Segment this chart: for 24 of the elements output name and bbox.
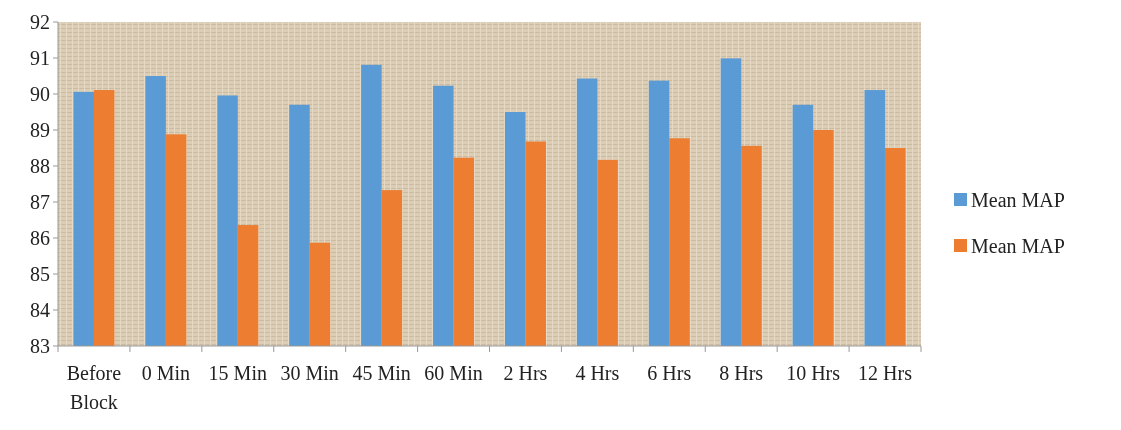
- x-tick-label: 0 Min: [141, 362, 191, 384]
- legend-label: Mean MAP: [971, 189, 1065, 211]
- x-tick-label: 60 Min: [424, 362, 483, 384]
- y-tick-label: 89: [30, 119, 50, 141]
- x-tick-label: 12 Hrs: [858, 362, 913, 384]
- x-tick-label: Before Block: [66, 362, 122, 413]
- y-tick-label: 83: [30, 335, 50, 357]
- x-tick-label: 2 Hrs: [503, 362, 548, 384]
- y-tick-label: 87: [30, 191, 50, 213]
- y-tick-label: 84: [30, 299, 50, 321]
- x-tick-label: 30 Min: [280, 362, 339, 384]
- x-tick-label: 45 Min: [352, 362, 411, 384]
- y-tick-label: 85: [30, 263, 50, 285]
- y-tick-label: 88: [30, 155, 50, 177]
- y-tick-label: 86: [30, 227, 50, 249]
- y-tick-label: 90: [30, 83, 50, 105]
- x-tick-label: 10 Hrs: [786, 362, 841, 384]
- x-tick-label: 6 Hrs: [647, 362, 692, 384]
- y-tick-label: 91: [30, 47, 50, 69]
- x-tick-label: 4 Hrs: [575, 362, 620, 384]
- x-tick-label: 8 Hrs: [719, 362, 764, 384]
- x-tick-label: 15 Min: [208, 362, 267, 384]
- y-tick-label: 92: [30, 11, 50, 33]
- legend-label: Mean MAP: [971, 235, 1065, 257]
